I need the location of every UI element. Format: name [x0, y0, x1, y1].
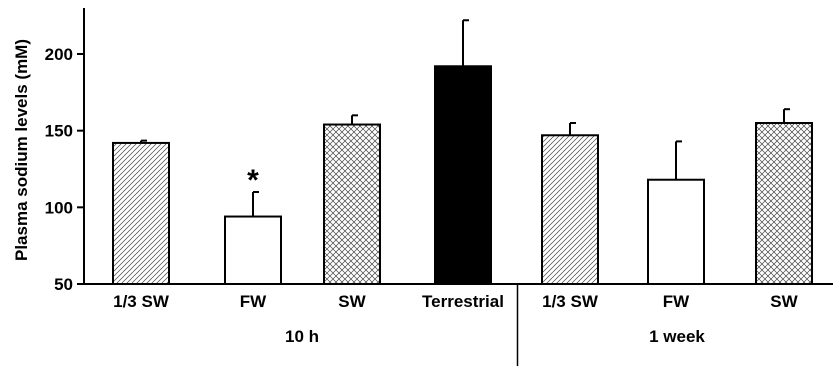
y-tick-label: 150 [45, 122, 73, 141]
y-tick-label: 50 [54, 275, 73, 294]
bar [224, 215, 282, 286]
x-category-label: FW [663, 292, 690, 311]
bar [541, 134, 599, 285]
bar [647, 178, 705, 286]
bars: * [84, 19, 833, 286]
y-axis-label: Plasma sodium levels (mM) [12, 39, 31, 261]
significance-marker: * [247, 164, 259, 197]
bar [434, 65, 492, 286]
x-axis-labels: 1/3 SW FW SW Terrestrial 1/3 SW FW SW 10 h 1 wee… [113, 284, 799, 366]
bar [323, 123, 381, 285]
bar [755, 122, 813, 285]
x-category-label: SW [338, 292, 366, 311]
x-category-label: 1/3 SW [113, 292, 170, 311]
x-group-label: 10 h [285, 327, 319, 346]
y-tick-label: 100 [45, 198, 73, 217]
x-group-label: 1 week [649, 327, 705, 346]
x-category-label: 1/3 SW [542, 292, 599, 311]
x-category-label: SW [770, 292, 798, 311]
x-category-label: FW [240, 292, 267, 311]
y-axis: 50 100 150 200 [45, 8, 85, 294]
y-tick-label: 200 [45, 45, 73, 64]
x-category-label: Terrestrial [422, 292, 504, 311]
bar [112, 141, 170, 285]
